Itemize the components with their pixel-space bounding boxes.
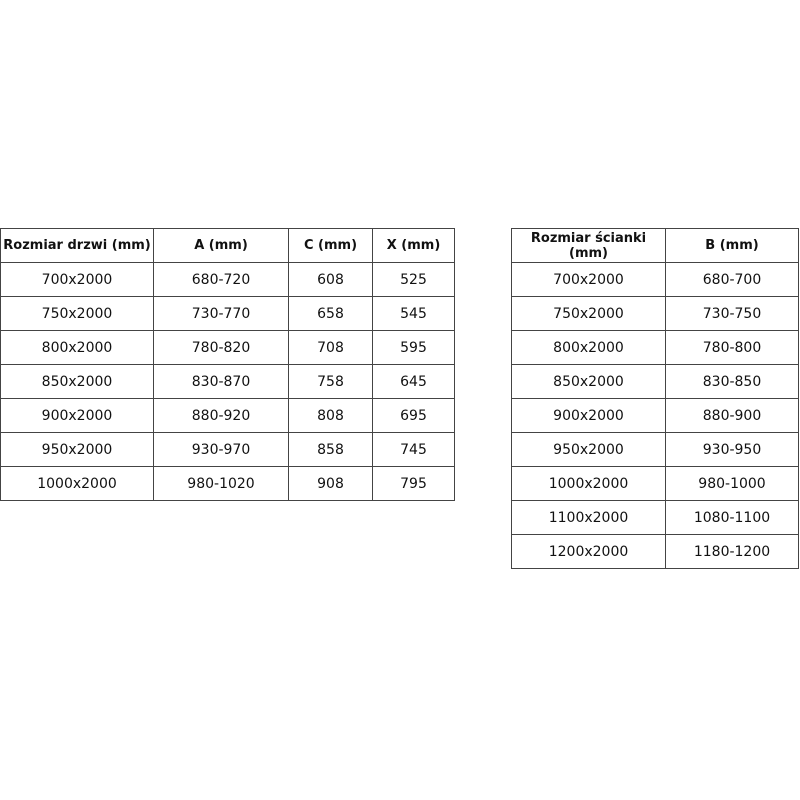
table-cell: 730-770	[153, 296, 289, 331]
column-header: B (mm)	[665, 228, 799, 263]
table-cell: 1200x2000	[511, 534, 666, 569]
table-row: 900x2000 880-900	[511, 398, 799, 433]
table-cell: 1080-1100	[665, 500, 799, 535]
header-row: Rozmiar ścianki (mm) B (mm)	[511, 228, 799, 263]
table-row: 750x2000 730-770 658 545	[0, 296, 455, 331]
table-cell: 930-950	[665, 432, 799, 467]
table-cell: 680-720	[153, 262, 289, 297]
table-cell: 908	[288, 466, 373, 501]
table-cell: 880-900	[665, 398, 799, 433]
table-row: 950x2000 930-970 858 745	[0, 432, 455, 467]
table-cell: 900x2000	[511, 398, 666, 433]
column-header: X (mm)	[372, 228, 455, 263]
table-cell: 708	[288, 330, 373, 365]
table-cell: 830-850	[665, 364, 799, 399]
column-header: C (mm)	[288, 228, 373, 263]
wall-size-table: Rozmiar ścianki (mm) B (mm) 700x2000 680-7…	[511, 228, 799, 569]
table-row: 700x2000 680-720 608 525	[0, 262, 455, 297]
table-cell: 695	[372, 398, 455, 433]
table-cell: 750x2000	[0, 296, 154, 331]
table-cell: 880-920	[153, 398, 289, 433]
table-cell: 1180-1200	[665, 534, 799, 569]
table-cell: 680-700	[665, 262, 799, 297]
table-cell: 745	[372, 432, 455, 467]
table-cell: 850x2000	[511, 364, 666, 399]
column-header: A (mm)	[153, 228, 289, 263]
table-row: 800x2000 780-820 708 595	[0, 330, 455, 365]
table-cell: 800x2000	[0, 330, 154, 365]
table-cell: 950x2000	[511, 432, 666, 467]
table-row: 900x2000 880-920 808 695	[0, 398, 455, 433]
table-cell: 780-820	[153, 330, 289, 365]
table-cell: 730-750	[665, 296, 799, 331]
table-cell: 930-970	[153, 432, 289, 467]
table-row: 700x2000 680-700	[511, 262, 799, 297]
table-cell: 608	[288, 262, 373, 297]
table-cell: 658	[288, 296, 373, 331]
table-row: 1000x2000 980-1000	[511, 466, 799, 501]
table-cell: 795	[372, 466, 455, 501]
table-row: 950x2000 930-950	[511, 432, 799, 467]
table-cell: 750x2000	[511, 296, 666, 331]
table-cell: 700x2000	[0, 262, 154, 297]
table-cell: 1000x2000	[0, 466, 154, 501]
door-size-table: Rozmiar drzwi (mm) A (mm) C (mm) X (mm) 700…	[0, 228, 455, 501]
table-cell: 950x2000	[0, 432, 154, 467]
table-cell: 645	[372, 364, 455, 399]
table-row: 800x2000 780-800	[511, 330, 799, 365]
table-cell: 525	[372, 262, 455, 297]
table-cell: 545	[372, 296, 455, 331]
column-header: Rozmiar ścianki (mm)	[511, 228, 666, 263]
table-row: 850x2000 830-870 758 645	[0, 364, 455, 399]
table-cell: 1000x2000	[511, 466, 666, 501]
table-cell: 780-800	[665, 330, 799, 365]
table-cell: 980-1020	[153, 466, 289, 501]
header-row: Rozmiar drzwi (mm) A (mm) C (mm) X (mm)	[0, 228, 455, 263]
table-cell: 808	[288, 398, 373, 433]
table-row: 1000x2000 980-1020 908 795	[0, 466, 455, 501]
table-row: 1100x2000 1080-1100	[511, 500, 799, 535]
table-cell: 980-1000	[665, 466, 799, 501]
table-cell: 700x2000	[511, 262, 666, 297]
table-cell: 830-870	[153, 364, 289, 399]
table-cell: 1100x2000	[511, 500, 666, 535]
table-cell: 900x2000	[0, 398, 154, 433]
table-cell: 758	[288, 364, 373, 399]
table-cell: 850x2000	[0, 364, 154, 399]
table-row: 750x2000 730-750	[511, 296, 799, 331]
table-row: 1200x2000 1180-1200	[511, 534, 799, 569]
column-header: Rozmiar drzwi (mm)	[0, 228, 154, 263]
table-cell: 800x2000	[511, 330, 666, 365]
table-cell: 595	[372, 330, 455, 365]
table-cell: 858	[288, 432, 373, 467]
table-row: 850x2000 830-850	[511, 364, 799, 399]
